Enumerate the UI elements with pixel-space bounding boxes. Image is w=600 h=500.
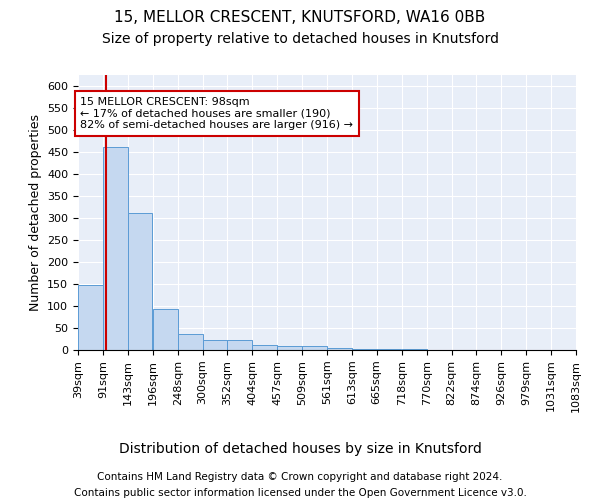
Text: Contains HM Land Registry data © Crown copyright and database right 2024.: Contains HM Land Registry data © Crown c… [97,472,503,482]
Bar [153,309,178,350]
Bar [103,146,128,350]
Text: 15, MELLOR CRESCENT, KNUTSFORD, WA16 0BB: 15, MELLOR CRESCENT, KNUTSFORD, WA16 0BB [115,10,485,25]
Bar [178,334,203,350]
Y-axis label: Number of detached properties: Number of detached properties [29,114,41,311]
Bar [203,340,227,350]
Text: Contains public sector information licensed under the Open Government Licence v3: Contains public sector information licen… [74,488,526,498]
Bar [128,212,152,350]
Bar [78,285,103,350]
Bar [302,346,327,350]
Bar [327,348,352,350]
Text: 15 MELLOR CRESCENT: 98sqm
← 17% of detached houses are smaller (190)
82% of semi: 15 MELLOR CRESCENT: 98sqm ← 17% of detac… [80,97,353,130]
Bar [227,340,252,350]
Bar [377,349,401,350]
Bar [252,344,277,350]
Text: Size of property relative to detached houses in Knutsford: Size of property relative to detached ho… [101,32,499,46]
Bar [402,349,427,350]
Bar [277,346,302,350]
Text: Distribution of detached houses by size in Knutsford: Distribution of detached houses by size … [119,442,481,456]
Bar [352,348,377,350]
